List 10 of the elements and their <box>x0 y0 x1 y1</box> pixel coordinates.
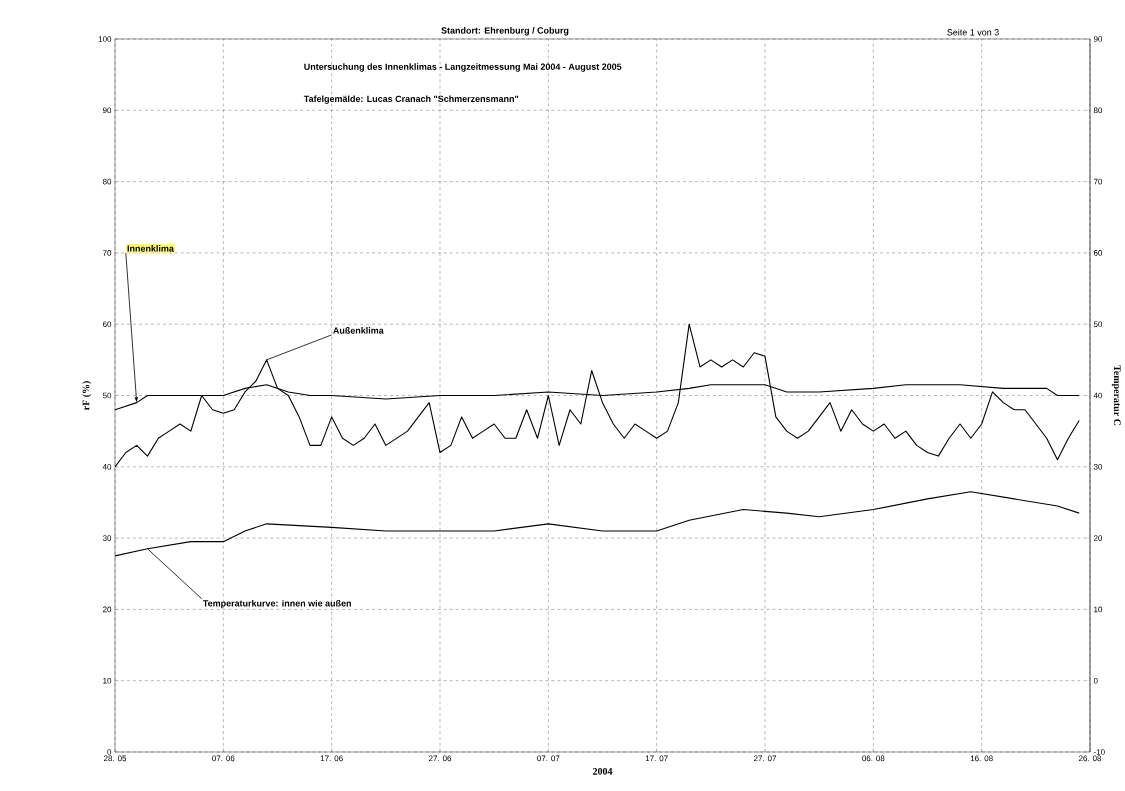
annotation: Innenklima <box>127 245 174 252</box>
y-axis-title: rF (%) <box>82 381 92 411</box>
text: Seite 1 von 3 <box>947 28 999 36</box>
text: Untersuchung des Innenklimas - Langzeitmessung Mai 2004 - August 2005 <box>304 63 622 72</box>
annotation: Außenklima <box>333 327 384 334</box>
annotation: Tafelgemälde: Lucas Cranach "Schmerzensmann" <box>303 95 519 104</box>
x-axis-title: 2004 <box>592 768 613 775</box>
chart-title: Standort: Ehrenburg / Coburg <box>441 27 569 36</box>
y2-axis-title: Temperatur C <box>1111 365 1121 426</box>
annotation: Temperaturkurve: innen wie außen <box>202 599 351 609</box>
